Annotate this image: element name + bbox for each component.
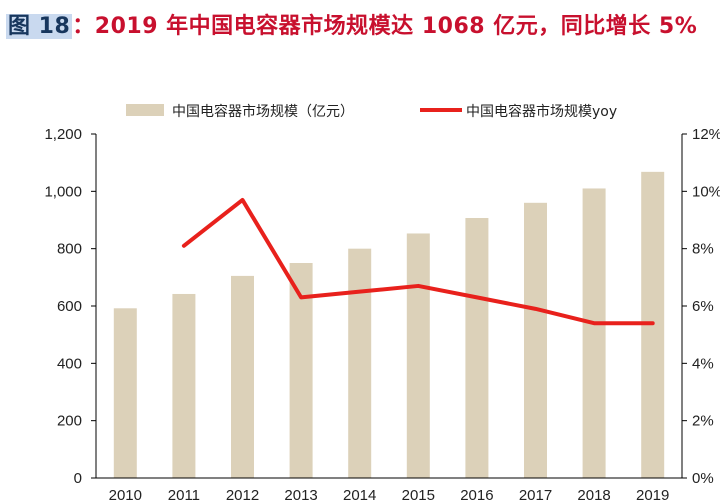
- x-tick-label: 2012: [226, 487, 259, 502]
- yoy-point-2011: [183, 245, 185, 247]
- right-tick-label: 10%: [692, 183, 720, 200]
- x-tick-label: 2019: [636, 487, 669, 502]
- x-tick-label: 2014: [343, 487, 376, 502]
- yoy-point-2012: [242, 199, 243, 201]
- left-tick-label: 0: [74, 470, 82, 487]
- right-tick-label: 6%: [692, 298, 714, 315]
- x-tick-label: 2016: [460, 487, 493, 502]
- chart-legend: 中国电容器市场规模（亿元） 中国电容器市场规模yoy: [126, 103, 617, 120]
- bar-2010: [113, 308, 137, 478]
- yoy-point-2013: [300, 296, 302, 298]
- yoy-point-2016: [476, 296, 478, 298]
- left-tick-label: 600: [57, 298, 82, 315]
- x-tick-label: 2017: [519, 487, 552, 502]
- left-tick-label: 800: [57, 241, 82, 258]
- bar-2017: [524, 202, 547, 479]
- x-tick-label: 2018: [577, 487, 610, 502]
- right-tick-label: 8%: [692, 241, 714, 258]
- legend-line-label: 中国电容器市场规模yoy: [466, 103, 617, 120]
- right-tick-label: 12%: [692, 126, 720, 143]
- bar-2018: [582, 188, 606, 478]
- left-tick-label: 1,000: [44, 183, 82, 200]
- bar-2012: [231, 275, 254, 478]
- x-tick-label: 2010: [109, 487, 142, 502]
- yoy-point-2014: [359, 291, 361, 293]
- caption-figure-number: 图 18: [6, 14, 73, 39]
- yoy-point-2019: [652, 322, 654, 324]
- right-tick-label: 2%: [692, 413, 714, 430]
- bar-2013: [289, 263, 313, 478]
- left-tick-label: 1,200: [44, 126, 82, 143]
- left-tick-label: 200: [57, 413, 82, 430]
- x-tick-label: 2011: [168, 487, 200, 502]
- right-tick-label: 4%: [692, 355, 714, 372]
- chart-axes: 0 200 400 600 800 1,000 1,200 0% 2% 4% 6% 8% 10% 12% 2…: [44, 126, 720, 502]
- chart-caption: 图 18：2019 年中国电容器市场规模达 1068 亿元，同比增长 5%: [6, 8, 718, 46]
- legend-bar-label: 中国电容器市场规模（亿元）: [172, 103, 354, 120]
- caption-title: ：2019 年中国电容器市场规模达 1068 亿元，同比增长 5%: [72, 14, 698, 39]
- bar-2015: [406, 233, 430, 478]
- left-tick-label: 400: [57, 355, 82, 372]
- yoy-point-2017: [535, 308, 536, 310]
- x-tick-label: 2013: [284, 487, 317, 502]
- bar-2016: [465, 217, 489, 478]
- yoy-point-2018: [593, 322, 595, 324]
- legend-bar-swatch: [126, 104, 164, 116]
- yoy-point-2015: [417, 285, 419, 287]
- right-tick-label: 0%: [692, 470, 714, 487]
- line-series-layer: [181, 197, 655, 326]
- bar-2011: [172, 293, 196, 478]
- bar-2014: [348, 248, 372, 478]
- x-tick-label: 2015: [402, 487, 435, 502]
- bar-series: [113, 171, 665, 479]
